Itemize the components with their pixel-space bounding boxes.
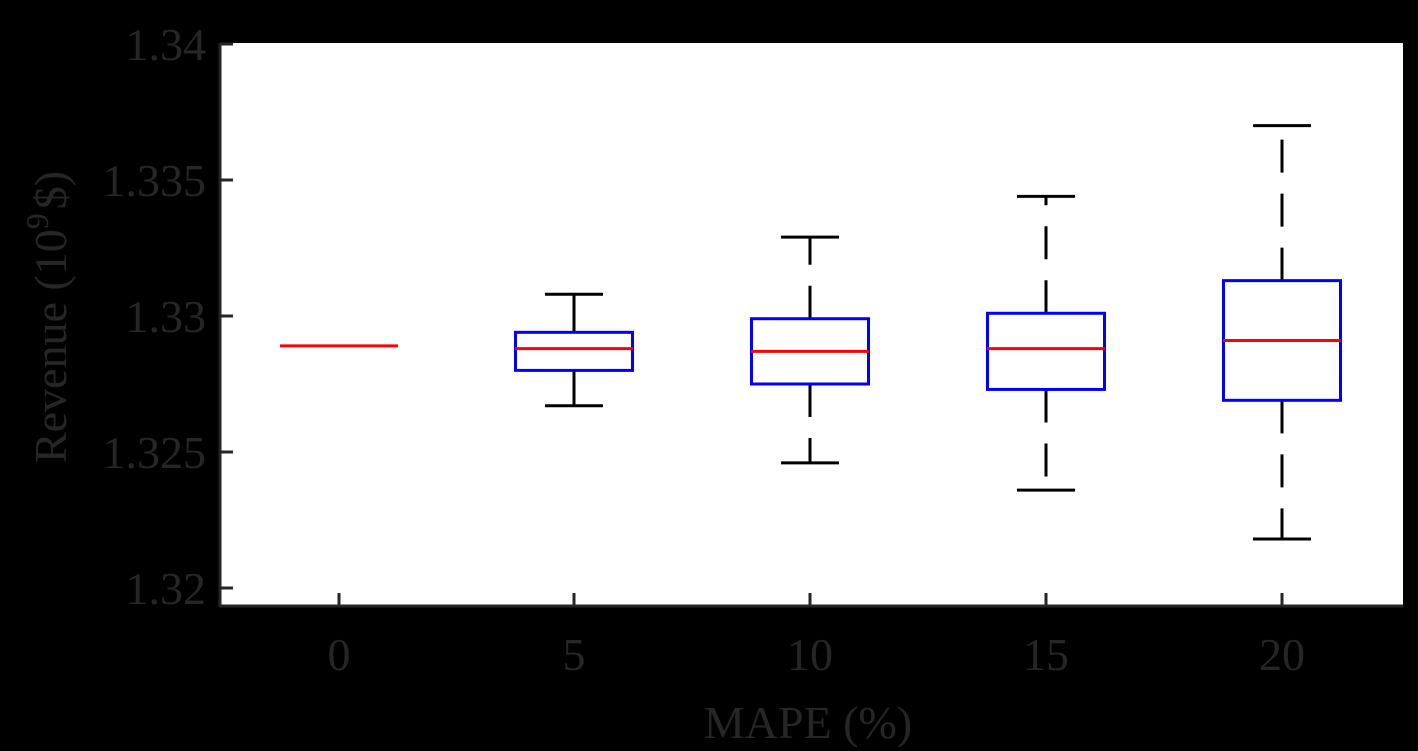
box-10 (750, 235, 870, 465)
y-axis-title-main: Revenue (10 (25, 229, 76, 463)
y-tick-label: 1.32 (126, 563, 207, 614)
x-tick-label: 20 (1259, 629, 1305, 680)
x-axis-title: MAPE (%) (704, 697, 912, 748)
box-15 (986, 194, 1106, 492)
box-5 (514, 292, 634, 408)
x-tick-label: 5 (563, 629, 586, 680)
iqr-box (986, 311, 1106, 391)
x-ticks: 0 5 10 15 20 (328, 593, 1305, 680)
y-ticks: 1.32 1.325 1.33 1.335 1.34 (103, 19, 233, 614)
y-tick-label: 1.325 (103, 427, 207, 478)
y-tick-label: 1.34 (126, 19, 207, 70)
plot-area (220, 43, 1403, 606)
box-group (280, 124, 1342, 541)
y-tick-label: 1.33 (126, 291, 207, 342)
iqr-box (514, 330, 634, 372)
x-tick-label: 10 (787, 629, 833, 680)
y-axis-title: Revenue (109 $) (19, 171, 76, 463)
y-tick-label: 1.335 (103, 155, 207, 206)
x-tick-label: 0 (328, 629, 351, 680)
box-20 (1222, 124, 1342, 541)
y-axis-title-tail: $) (25, 171, 76, 209)
x-tick-label: 15 (1023, 629, 1069, 680)
y-axis-title-superscript: 9 (19, 213, 55, 229)
